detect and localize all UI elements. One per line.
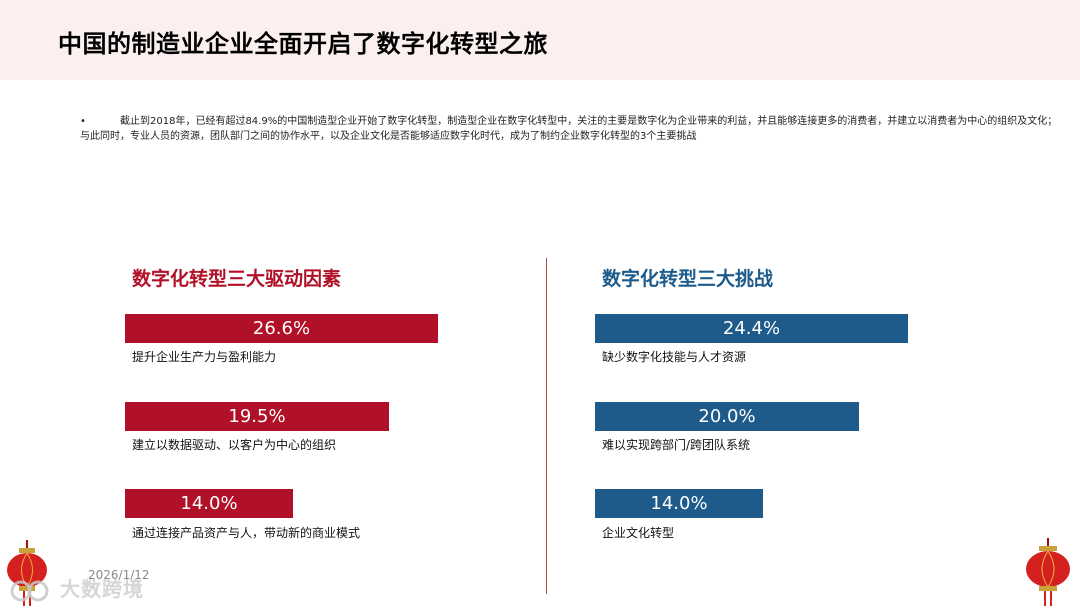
driver-label-2: 建立以数据驱动、以客户为中心的组织	[132, 438, 337, 452]
challenge-bar-3: 14.0%	[595, 489, 763, 518]
column-divider	[546, 258, 547, 594]
drivers-title: 数字化转型三大驱动因素	[132, 268, 342, 290]
watermark: 大数跨境	[10, 573, 144, 602]
watermark-logo-icon	[10, 580, 49, 601]
slide-date: 2026/1/12	[88, 568, 150, 582]
driver-bar-1: 26.6%	[125, 314, 438, 343]
challenge-label-1: 缺少数字化技能与人才资源	[602, 350, 747, 364]
header-band	[0, 0, 1080, 80]
challenge-label-2: 难以实现跨部门/跨团队系统	[602, 438, 751, 452]
challenge-label-3: 企业文化转型	[602, 526, 675, 540]
challenge-bar-2: 20.0%	[595, 402, 859, 431]
driver-bar-3-value: 14.0%	[180, 493, 238, 514]
driver-bar-2-value: 19.5%	[228, 406, 286, 427]
challenge-bar-1: 24.4%	[595, 314, 908, 343]
lantern-icon	[1026, 538, 1070, 606]
driver-bar-3: 14.0%	[125, 489, 293, 518]
driver-label-1: 提升企业生产力与盈利能力	[132, 350, 277, 364]
page-title: 中国的制造业企业全面开启了数字化转型之旅	[58, 30, 548, 58]
challenge-bar-1-value: 24.4%	[722, 318, 781, 339]
lantern-icon	[7, 540, 47, 606]
intro-text: 截止到2018年，已经有超过84.9%的中国制造型企业开始了数字化转型，制造型企…	[80, 116, 1058, 142]
bullet-marker: •	[80, 116, 86, 127]
driver-bar-1-value: 26.6%	[252, 318, 311, 339]
driver-label-3: 通过连接产品资产与人，带动新的商业模式	[132, 526, 361, 540]
intro-paragraph: • 截止到2018年，已经有超过84.9%的中国制造型企业开始了数字化转型，制造…	[80, 114, 1060, 144]
driver-bar-2: 19.5%	[125, 402, 389, 431]
challenge-bar-3-value: 14.0%	[650, 493, 708, 514]
challenge-bar-2-value: 20.0%	[698, 406, 756, 427]
watermark-text: 大数跨境	[59, 577, 144, 601]
challenges-title: 数字化转型三大挑战	[602, 268, 774, 290]
